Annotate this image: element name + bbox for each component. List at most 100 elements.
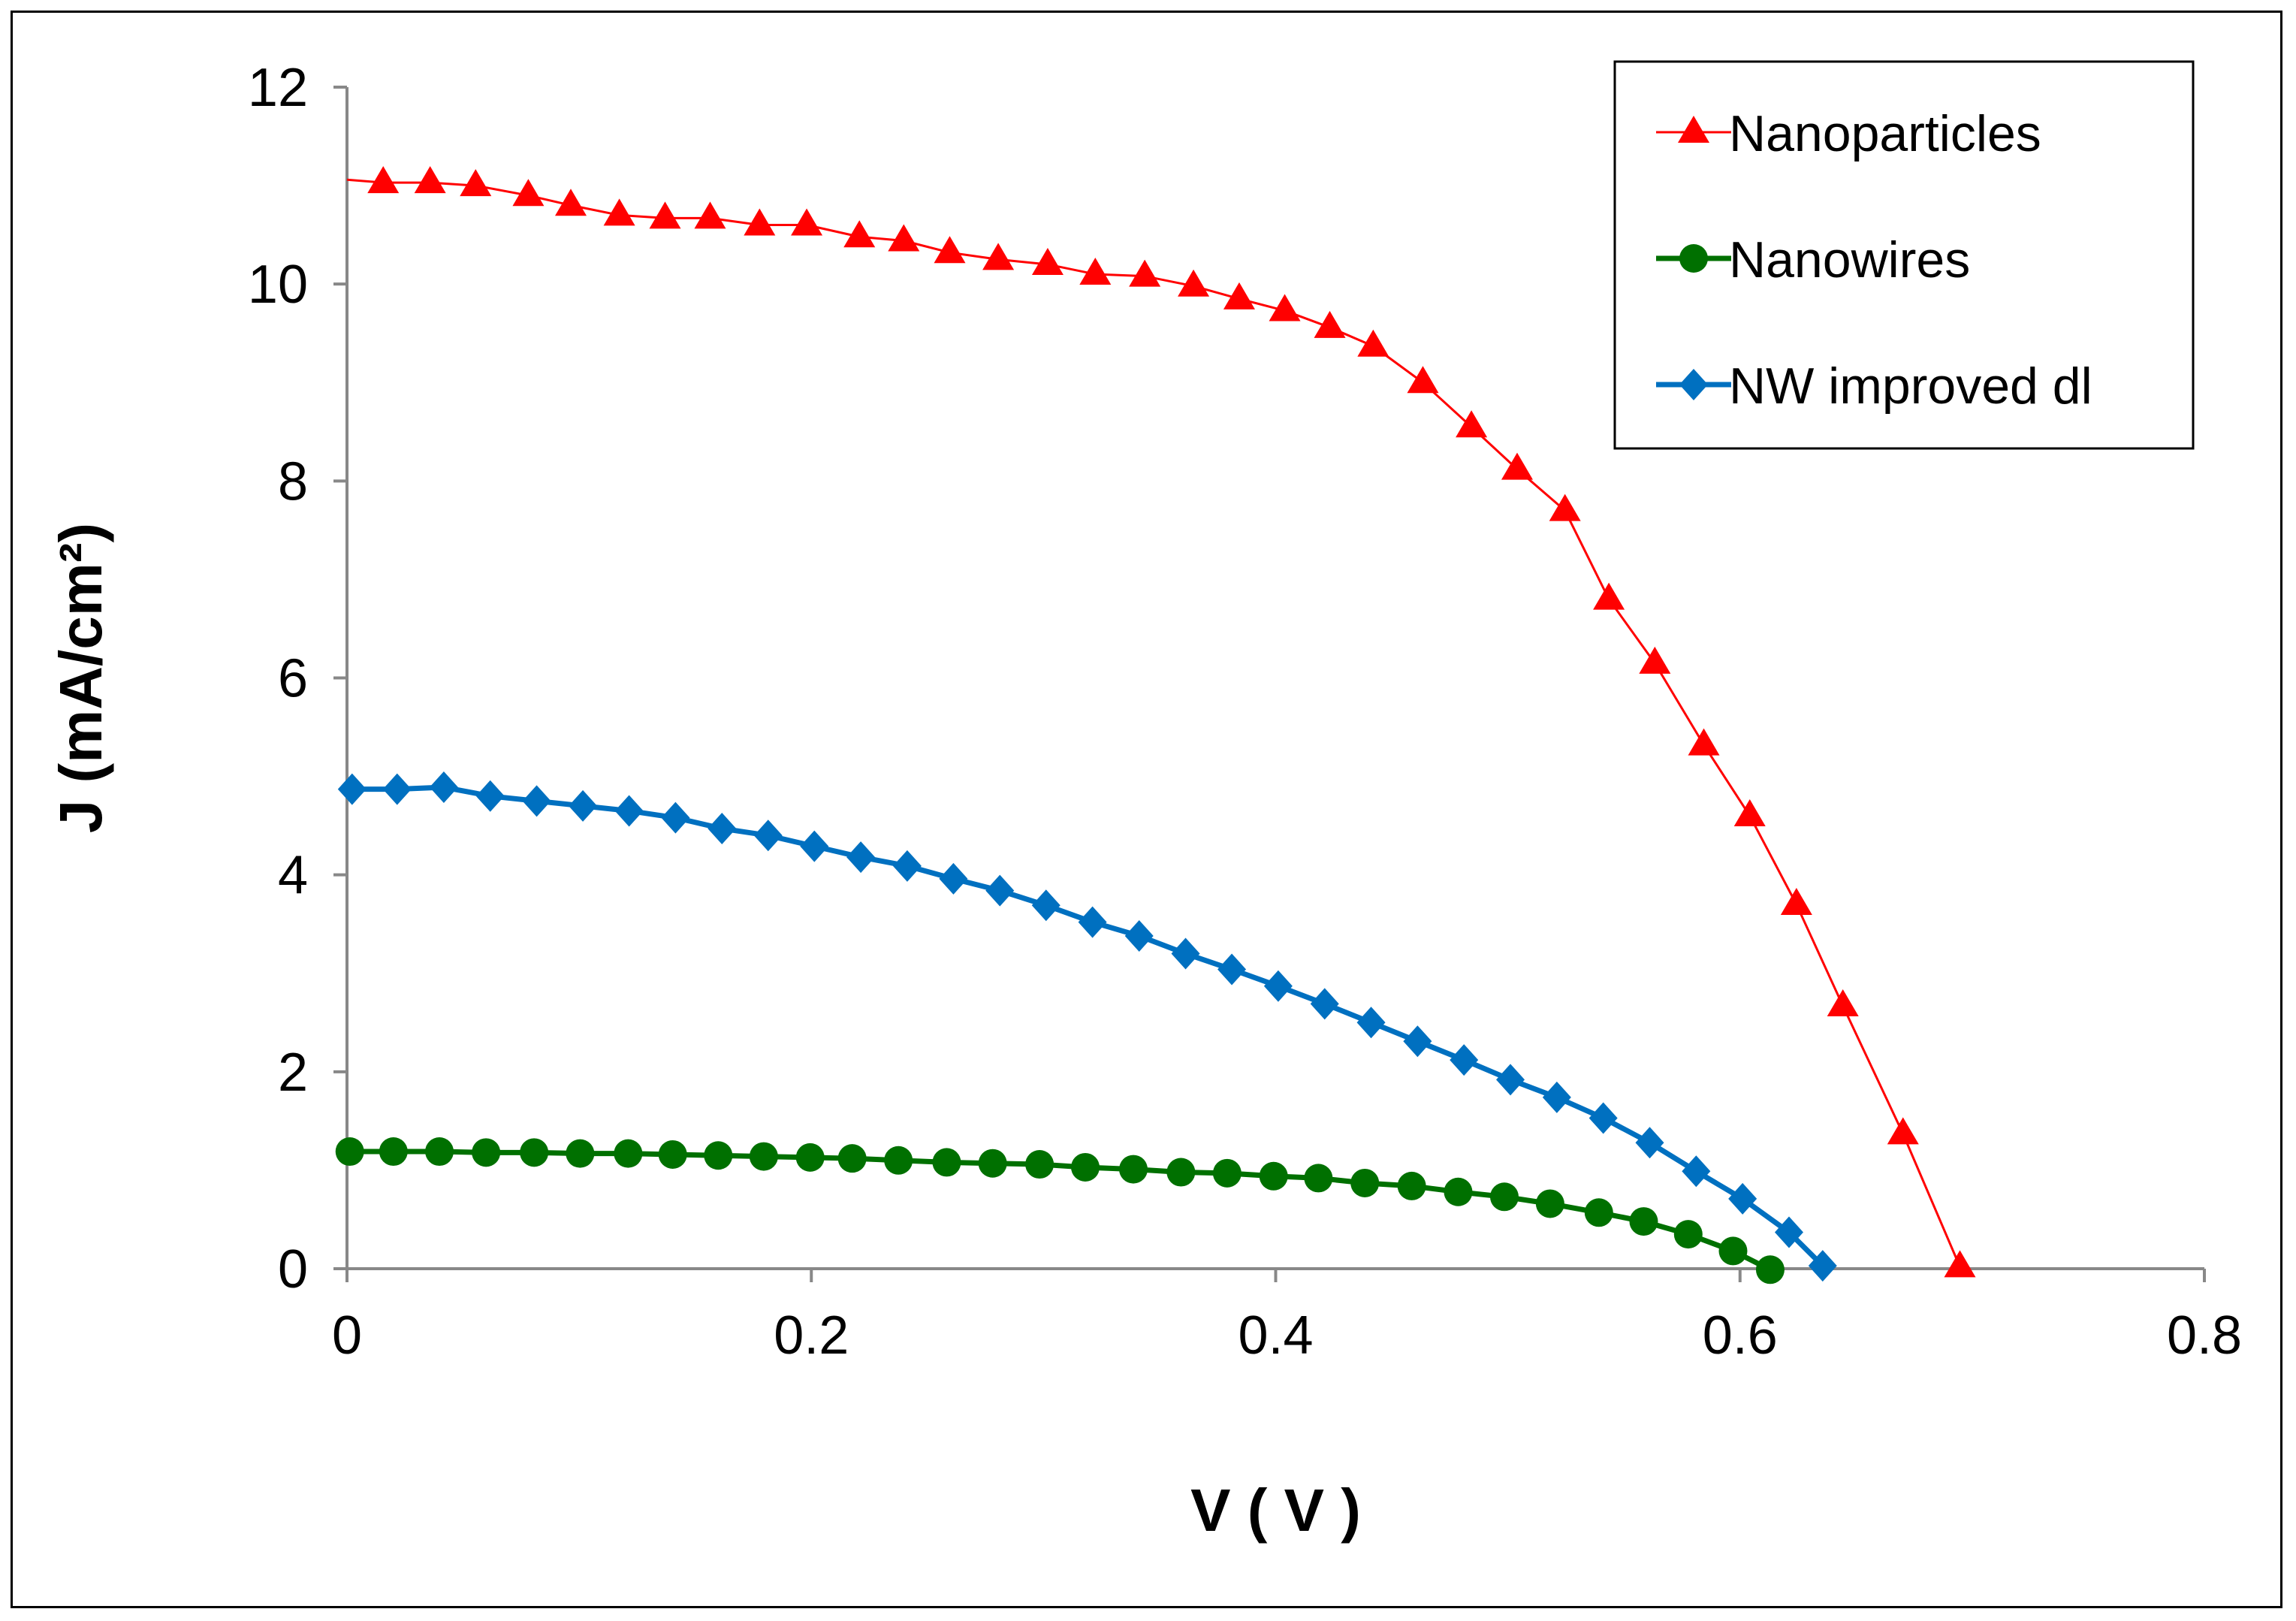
data-point-nanoparticles	[1501, 452, 1533, 480]
ticks: 0 2 4 6 8 10 12 0 0.2 0.4 0.6 0.8	[248, 58, 2242, 1366]
data-point-nw-improved-dl	[1217, 953, 1247, 986]
data-point-nw-improved-dl	[939, 862, 968, 895]
data-point-nw-improved-dl	[1542, 1081, 1571, 1113]
series-layer	[335, 166, 1976, 1284]
data-point-nanoparticles	[367, 166, 400, 194]
data-point-nanoparticles	[1314, 310, 1346, 338]
x-tick-label: 0.2	[774, 1306, 849, 1366]
data-point-nanowires	[932, 1148, 961, 1177]
data-point-nanoparticles	[1944, 1250, 1976, 1278]
data-point-nw-improved-dl	[1682, 1155, 1711, 1188]
data-point-nw-improved-dl	[1078, 906, 1107, 938]
data-point-nanoparticles	[1407, 366, 1439, 394]
data-point-nanoparticles	[1639, 646, 1671, 674]
data-point-nanowires	[837, 1144, 867, 1173]
series-nanoparticles	[346, 166, 1976, 1278]
data-point-nanowires	[614, 1139, 643, 1168]
data-point-nanowires	[1025, 1150, 1054, 1179]
data-point-nw-improved-dl	[1263, 970, 1293, 1002]
data-point-nw-improved-dl	[985, 874, 1015, 907]
data-point-nanowires	[1166, 1158, 1196, 1187]
data-point-nanowires	[658, 1140, 687, 1169]
series-nanowires	[335, 1137, 1785, 1284]
data-point-nanowires	[795, 1143, 825, 1172]
y-axis-title: J (mA/cm²)	[47, 523, 114, 833]
legend-marker-nanoparticles	[1678, 116, 1709, 143]
x-tick-label: 0.4	[1238, 1306, 1313, 1366]
data-point-nw-improved-dl	[1808, 1250, 1837, 1282]
data-point-nanowires	[1350, 1168, 1380, 1197]
data-point-nanowires	[749, 1142, 778, 1171]
y-tick-label: 2	[278, 1043, 308, 1103]
data-point-nanowires	[1584, 1198, 1613, 1227]
data-point-nanowires	[1304, 1164, 1333, 1193]
data-point-nanoparticles	[982, 243, 1015, 270]
data-point-nanoparticles	[1780, 887, 1812, 915]
x-tick-label: 0	[332, 1306, 362, 1366]
data-point-nw-improved-dl	[1403, 1025, 1432, 1058]
data-point-nanowires	[884, 1146, 913, 1175]
y-tick-label: 4	[278, 846, 308, 906]
data-point-nanoparticles	[512, 179, 545, 207]
data-point-nanoparticles	[744, 208, 776, 236]
data-point-nanowires	[566, 1139, 595, 1168]
series-line-nw-improved-dl	[351, 784, 1825, 1268]
data-point-nanowires	[704, 1141, 733, 1170]
data-point-nw-improved-dl	[892, 850, 922, 882]
data-point-nanowires	[1212, 1158, 1242, 1188]
data-point-nanowires	[1755, 1255, 1785, 1284]
data-point-nanoparticles	[1887, 1117, 1919, 1145]
data-point-nanowires	[472, 1138, 501, 1167]
data-point-nanoparticles	[694, 201, 726, 229]
data-point-nw-improved-dl	[1588, 1102, 1618, 1134]
data-point-nanowires	[1444, 1177, 1473, 1206]
data-point-nanowires	[1259, 1161, 1288, 1191]
data-point-nanoparticles	[1593, 582, 1625, 610]
data-point-nw-improved-dl	[1774, 1216, 1803, 1248]
data-point-nanoparticles	[460, 169, 492, 197]
x-tick-label: 0.8	[2167, 1306, 2242, 1366]
data-point-nanoparticles	[1129, 259, 1161, 287]
data-point-nw-improved-dl	[429, 771, 458, 804]
x-tick-label: 0.6	[1703, 1306, 1778, 1366]
legend-label-nanowires: Nanowires	[1729, 231, 1970, 288]
data-point-nanowires	[425, 1137, 454, 1167]
data-point-nw-improved-dl	[1031, 889, 1061, 922]
data-point-nanoparticles	[1269, 294, 1301, 321]
data-point-nanowires	[1071, 1152, 1100, 1182]
data-point-nanoparticles	[1688, 728, 1720, 756]
data-point-nw-improved-dl	[569, 789, 598, 822]
data-point-nanowires	[1718, 1236, 1748, 1266]
data-point-nanowires	[1397, 1171, 1426, 1200]
data-point-nw-improved-dl	[1356, 1007, 1386, 1039]
data-point-nw-improved-dl	[753, 820, 783, 852]
data-point-nanowires	[1535, 1189, 1564, 1218]
data-point-nw-improved-dl	[1496, 1064, 1525, 1096]
y-tick-label: 10	[248, 255, 308, 315]
data-point-nanoparticles	[1827, 989, 1859, 1017]
data-point-nanowires	[1119, 1155, 1148, 1184]
data-point-nw-improved-dl	[661, 801, 690, 834]
data-point-nw-improved-dl	[1310, 988, 1339, 1020]
data-point-nanoparticles	[934, 236, 966, 264]
data-point-nanoparticles	[843, 220, 876, 248]
data-point-nw-improved-dl	[475, 780, 505, 812]
data-point-nanowires	[1673, 1220, 1703, 1249]
data-point-nanoparticles	[1223, 282, 1255, 309]
data-point-nw-improved-dl	[846, 841, 876, 874]
data-point-nanoparticles	[603, 198, 635, 226]
data-point-nanoparticles	[888, 224, 920, 252]
data-point-nw-improved-dl	[800, 830, 829, 862]
legend: Nanoparticles Nanowires NW improved dl	[1613, 60, 2195, 450]
data-point-nanoparticles	[649, 201, 681, 229]
data-point-nanowires	[978, 1149, 1007, 1178]
data-point-nw-improved-dl	[1635, 1127, 1664, 1159]
y-tick-label: 0	[278, 1239, 308, 1300]
y-tick-label: 6	[278, 649, 308, 709]
data-point-nanoparticles	[1079, 258, 1112, 285]
data-point-nw-improved-dl	[614, 795, 644, 827]
data-point-nw-improved-dl	[1728, 1182, 1757, 1215]
data-point-nanoparticles	[414, 166, 446, 194]
data-point-nanoparticles	[1549, 494, 1581, 521]
